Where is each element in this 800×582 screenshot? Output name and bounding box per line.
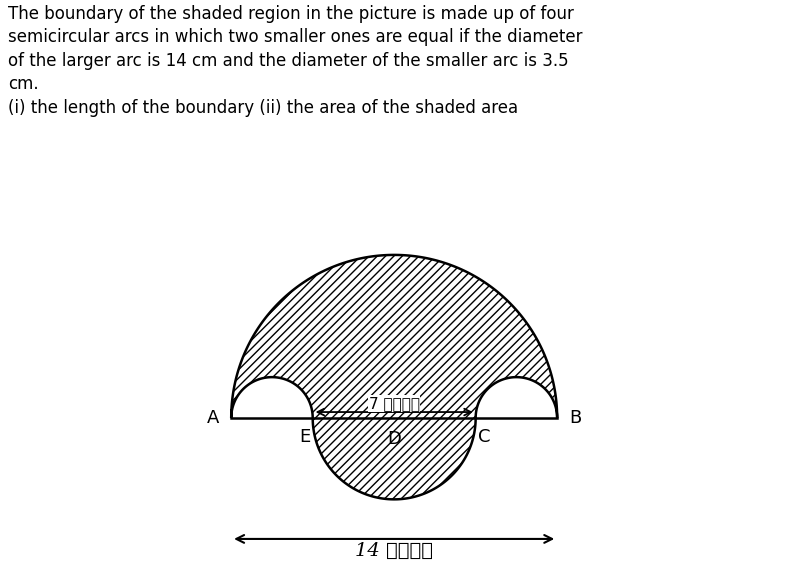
Text: B: B (569, 409, 581, 427)
Text: The boundary of the shaded region in the picture is made up of four
semicircular: The boundary of the shaded region in the… (8, 5, 582, 117)
Text: 7 सेमी: 7 सेमी (369, 396, 420, 411)
Text: D: D (387, 430, 401, 448)
Text: 14 सेमी: 14 सेमी (355, 542, 433, 560)
Text: A: A (207, 409, 219, 427)
Text: E: E (299, 428, 310, 446)
Polygon shape (231, 255, 557, 499)
Text: C: C (478, 428, 490, 446)
